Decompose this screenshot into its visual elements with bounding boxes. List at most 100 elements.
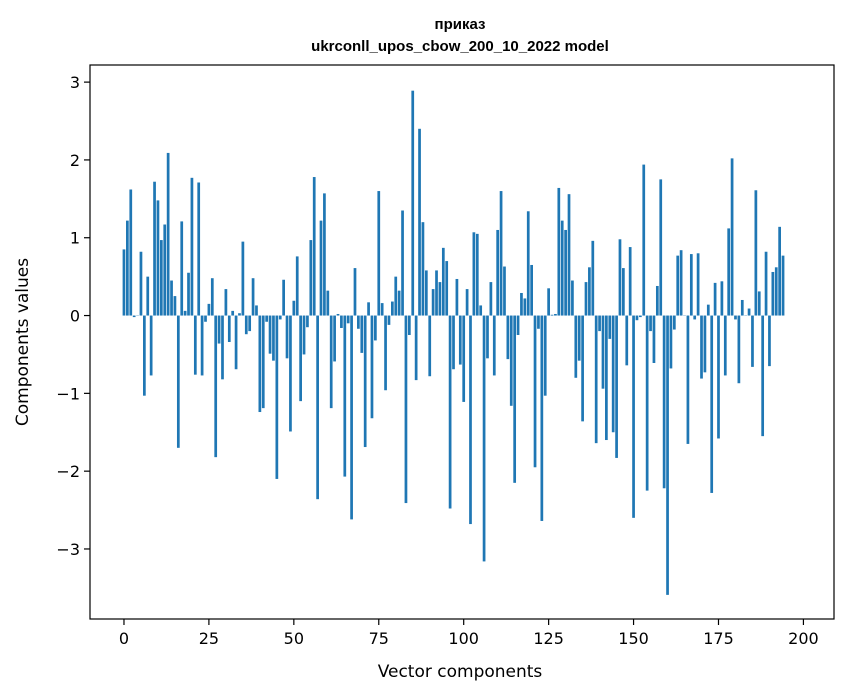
bar	[513, 315, 517, 483]
bar	[659, 179, 663, 316]
y-tick-label: 3	[70, 73, 80, 92]
bar	[598, 315, 601, 332]
bar	[126, 220, 129, 316]
bar	[652, 315, 656, 363]
bar	[170, 280, 173, 316]
bar	[618, 239, 622, 316]
bar	[751, 315, 754, 367]
y-tick-label: −2	[56, 462, 80, 481]
bar	[166, 152, 170, 316]
bar	[720, 281, 724, 316]
bar	[268, 315, 272, 354]
bar	[248, 315, 252, 332]
x-tick-label: 125	[533, 629, 564, 648]
bar	[404, 315, 408, 504]
bar	[414, 315, 418, 381]
bar	[754, 190, 758, 316]
bar	[560, 220, 564, 316]
x-tick-label: 50	[284, 629, 304, 648]
bar	[424, 270, 428, 316]
chart-title-line-1: приказ	[435, 16, 486, 33]
bar	[129, 189, 133, 316]
bar	[475, 233, 479, 316]
bar	[655, 285, 659, 316]
bar	[224, 289, 228, 316]
bar	[506, 315, 510, 360]
bar	[360, 315, 364, 353]
bar	[649, 315, 652, 332]
bar	[594, 315, 598, 444]
bar	[187, 272, 190, 316]
bar	[146, 276, 150, 316]
bar	[642, 164, 646, 316]
bar	[132, 315, 136, 318]
bar	[526, 211, 530, 316]
bar	[299, 315, 302, 402]
bar	[329, 315, 333, 409]
bar	[302, 315, 306, 355]
bar	[258, 315, 262, 413]
bar	[584, 282, 588, 316]
bar	[418, 128, 421, 316]
bar	[176, 315, 180, 448]
bar	[289, 315, 292, 432]
bar	[122, 249, 126, 316]
bar	[445, 261, 449, 316]
bar	[740, 299, 744, 316]
bar	[452, 315, 455, 370]
bar	[278, 315, 282, 320]
bar	[285, 315, 289, 359]
bar	[567, 194, 571, 316]
bar	[632, 315, 635, 518]
bar	[231, 310, 235, 316]
bar	[149, 315, 153, 376]
bar	[778, 226, 781, 316]
bar	[377, 191, 381, 316]
bar	[523, 298, 527, 316]
bar	[421, 222, 425, 316]
bar	[428, 315, 432, 377]
bar	[462, 315, 466, 402]
bar	[496, 229, 500, 316]
bar	[350, 315, 353, 520]
bar	[159, 240, 163, 316]
bar	[309, 240, 313, 316]
bar	[547, 288, 550, 316]
bar	[543, 315, 547, 396]
bar	[458, 315, 462, 365]
bar	[730, 158, 734, 316]
bar	[581, 315, 584, 422]
bar	[530, 264, 533, 316]
bar	[319, 220, 323, 316]
bar	[717, 315, 720, 439]
bar	[710, 315, 714, 493]
bar	[193, 315, 197, 375]
bar	[455, 278, 459, 316]
bar	[336, 313, 340, 316]
bar	[357, 315, 360, 329]
bar	[244, 315, 248, 335]
bar	[204, 315, 207, 322]
plot-frame	[89, 64, 835, 620]
x-tick-label: 75	[369, 629, 389, 648]
bar	[435, 270, 438, 316]
bar	[676, 255, 680, 316]
bar	[340, 315, 343, 328]
x-tick-label: 100	[448, 629, 479, 648]
bar	[326, 290, 330, 316]
bar	[353, 268, 357, 316]
bar	[156, 200, 160, 316]
bar	[163, 224, 167, 316]
bar	[479, 305, 483, 316]
bar	[282, 279, 285, 316]
bar	[611, 315, 615, 433]
x-tick-label: 200	[788, 629, 819, 648]
bar	[574, 315, 578, 378]
bar	[635, 315, 639, 321]
bar	[343, 315, 347, 477]
bar	[316, 315, 319, 500]
y-tick-label: −3	[56, 540, 80, 559]
bar	[540, 315, 544, 521]
bar	[431, 289, 435, 316]
